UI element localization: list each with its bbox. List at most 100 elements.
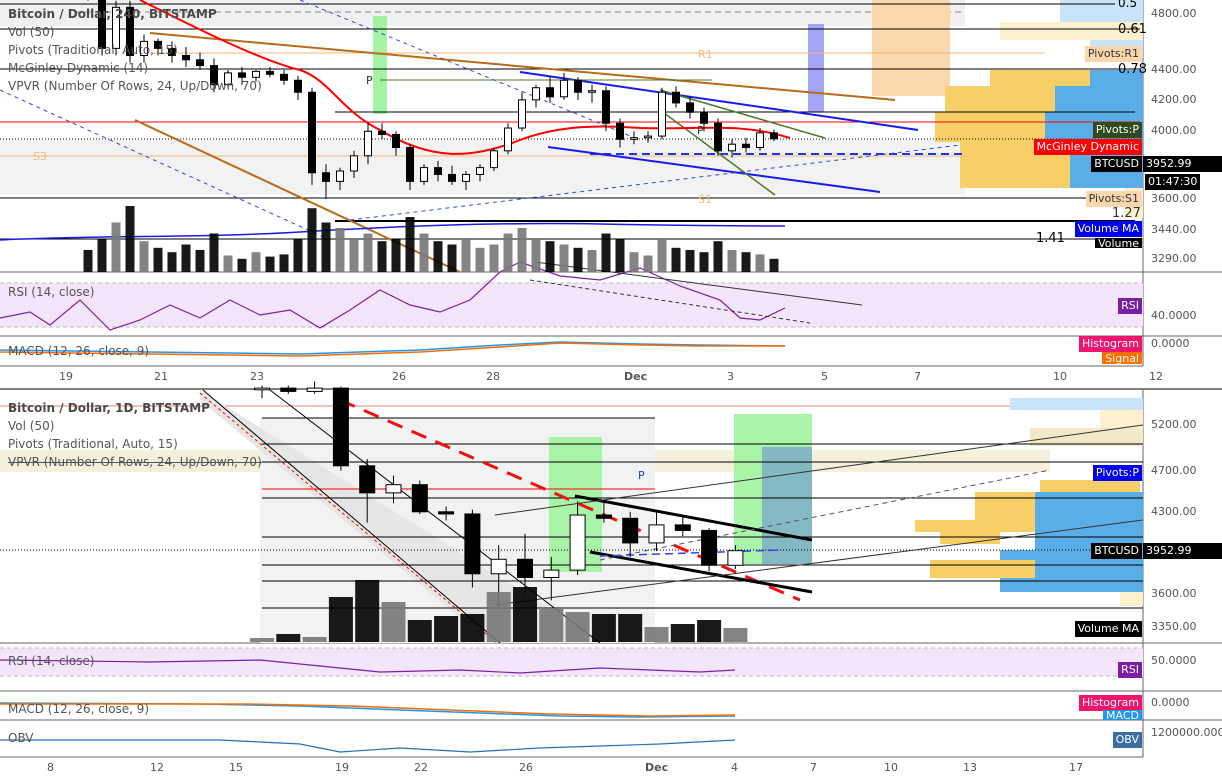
candle[interactable] (154, 38, 162, 56)
candle[interactable] (672, 86, 680, 108)
candle[interactable] (504, 123, 512, 155)
candle[interactable] (308, 87, 316, 185)
candle[interactable] (238, 67, 246, 85)
candle[interactable] (462, 171, 470, 191)
candle[interactable] (658, 87, 666, 140)
time-tick: 26 (519, 761, 533, 774)
candle[interactable] (306, 381, 323, 394)
candle[interactable] (182, 46, 190, 68)
price-tick: 4300.00 (1151, 505, 1197, 518)
candle[interactable] (532, 84, 540, 108)
candle[interactable] (332, 386, 349, 471)
volume-bar (447, 244, 457, 272)
candle[interactable] (438, 506, 455, 521)
time-tick: 13 (963, 761, 977, 774)
candle[interactable] (546, 77, 554, 103)
current-price: 3952.99 (1143, 543, 1222, 559)
candle[interactable] (756, 128, 764, 151)
candle[interactable] (543, 556, 560, 601)
candle[interactable] (674, 517, 691, 537)
candle[interactable] (350, 150, 358, 178)
candle[interactable] (280, 385, 297, 394)
candle[interactable] (224, 69, 232, 88)
candle[interactable] (517, 533, 533, 594)
volume-bar (181, 244, 191, 272)
study-vpvr[interactable]: VPVR (Number Of Rows, 24, Up/Down, 70) (8, 455, 262, 469)
candle[interactable] (630, 131, 638, 145)
candle-body (630, 137, 638, 140)
candle[interactable] (602, 86, 610, 132)
candle[interactable] (126, 0, 134, 63)
candle[interactable] (140, 34, 148, 63)
candle[interactable] (616, 118, 624, 148)
candle[interactable] (294, 75, 302, 100)
study-vol[interactable]: Vol (50) (8, 25, 55, 39)
candle-body (448, 173, 456, 182)
candle[interactable] (336, 167, 344, 191)
vpvr-top (935, 0, 1143, 218)
candle[interactable] (588, 84, 596, 103)
candle-body (434, 167, 442, 175)
candle[interactable] (196, 52, 204, 70)
study-vpvr[interactable]: VPVR (Number Of Rows, 24, Up/Down, 70) (8, 79, 262, 93)
candle[interactable] (210, 58, 218, 93)
study-mcginley[interactable]: McGinley Dynamic (14) (8, 61, 149, 75)
time-tick: 4 (731, 761, 738, 774)
candle[interactable] (569, 501, 586, 576)
candle[interactable] (411, 480, 428, 514)
candle[interactable] (168, 41, 176, 63)
candle[interactable] (364, 123, 372, 165)
candle[interactable] (490, 147, 498, 172)
study-pivots[interactable]: Pivots (Traditional, Auto, 15) (8, 43, 178, 57)
candle[interactable] (254, 385, 270, 399)
volume-bar (755, 254, 765, 272)
candle[interactable] (700, 107, 708, 132)
volume-bar (591, 614, 616, 642)
top-rsi-legend[interactable]: RSI (14, close) (8, 285, 95, 299)
candle[interactable] (686, 96, 694, 119)
candle[interactable] (476, 164, 484, 182)
volume-bar (618, 614, 643, 642)
candle[interactable] (648, 511, 665, 552)
candle[interactable] (742, 137, 750, 153)
time-tick: 8 (47, 761, 54, 774)
candle[interactable] (385, 475, 402, 504)
candle[interactable] (644, 131, 652, 143)
bottom-macd-legend[interactable]: MACD (12, 26, close, 9) (8, 702, 150, 716)
candle-body (168, 47, 176, 56)
candle[interactable] (392, 131, 400, 156)
candle-body (518, 99, 526, 129)
candle[interactable] (464, 509, 481, 588)
candle[interactable] (518, 92, 526, 132)
candle[interactable] (420, 164, 428, 185)
candle[interactable] (252, 69, 260, 82)
candle[interactable] (98, 0, 106, 56)
candle[interactable] (727, 545, 744, 569)
candle[interactable] (574, 77, 582, 100)
candle[interactable] (560, 72, 568, 100)
candle[interactable] (359, 459, 376, 523)
candle[interactable] (701, 528, 718, 572)
candle[interactable] (714, 118, 722, 156)
study-pivots[interactable]: Pivots (Traditional, Auto, 15) (8, 437, 178, 451)
candle[interactable] (322, 164, 330, 199)
bottom-rsi-legend[interactable]: RSI (14, close) (8, 654, 95, 668)
candle[interactable] (595, 501, 612, 523)
candle[interactable] (112, 0, 120, 56)
candle-body (504, 127, 512, 152)
tag-symbol: BTCUSD (1091, 543, 1142, 559)
top-macd-legend[interactable]: MACD (12, 26, close, 9) (8, 344, 150, 358)
volume-bar (643, 255, 653, 272)
bottom-obv-legend[interactable]: OBV (8, 731, 34, 745)
candle[interactable] (280, 69, 288, 85)
candle[interactable] (266, 67, 274, 78)
candle[interactable] (622, 511, 639, 557)
candle[interactable] (434, 160, 442, 182)
candle[interactable] (448, 165, 456, 185)
candle[interactable] (728, 139, 736, 158)
study-vol[interactable]: Vol (50) (8, 419, 55, 433)
candle[interactable] (378, 123, 386, 140)
candle[interactable] (406, 144, 414, 191)
candle[interactable] (770, 129, 778, 141)
